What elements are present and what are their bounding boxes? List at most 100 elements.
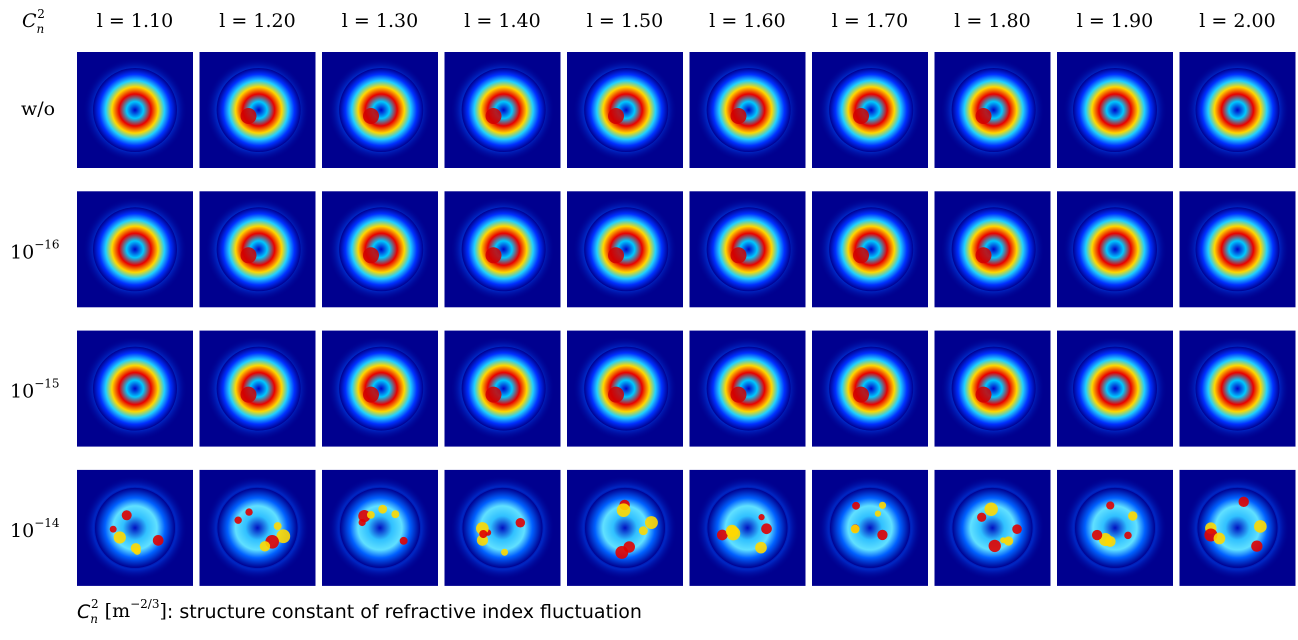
beam-image <box>567 52 683 168</box>
speckle <box>1091 529 1103 541</box>
column-label: l = 1.10 <box>97 10 173 32</box>
speckle <box>1238 496 1249 508</box>
beam-image <box>444 330 561 447</box>
beam-ring <box>339 207 424 292</box>
speckle <box>1251 540 1263 552</box>
beam-image <box>199 191 316 308</box>
beam-image <box>812 469 928 586</box>
beam-ring <box>829 346 914 431</box>
beam-lobe <box>485 386 502 403</box>
beam-lobe <box>363 247 379 264</box>
speckle <box>874 510 882 517</box>
beam-image <box>199 469 316 586</box>
speckle <box>245 508 253 516</box>
beam-ring <box>951 68 1036 152</box>
beam-ring <box>1195 207 1280 292</box>
beam-ring <box>93 346 177 431</box>
symbol: C <box>77 601 91 623</box>
beam-speckle <box>707 487 788 568</box>
beam-image <box>77 330 193 447</box>
beam-ring <box>1073 207 1157 292</box>
beam-ring <box>93 68 177 152</box>
speckle <box>761 523 772 535</box>
column-label: l = 1.40 <box>464 10 540 32</box>
speckle <box>276 529 291 544</box>
beam-ring <box>461 207 546 292</box>
beam-image <box>1179 52 1296 168</box>
speckle <box>1003 536 1014 546</box>
beam-ring <box>461 346 546 431</box>
speckle <box>638 526 648 536</box>
beam-image <box>199 52 316 168</box>
column-label: l = 1.30 <box>342 10 418 32</box>
beam-speckle <box>1075 487 1155 568</box>
beam-lobe <box>363 386 379 403</box>
speckle <box>1124 531 1132 540</box>
speckle <box>623 541 635 553</box>
beam-ring <box>1195 346 1280 431</box>
beam-image <box>567 191 683 308</box>
beam-ring <box>1073 346 1157 431</box>
speckle <box>234 516 242 524</box>
beam-ring <box>216 346 301 431</box>
beam-image <box>322 191 438 308</box>
beam-ring <box>829 68 914 152</box>
beam-speckle <box>462 487 543 568</box>
beam-lobe <box>853 386 869 403</box>
beam-lobe <box>975 386 992 403</box>
beam-ring <box>461 68 546 152</box>
beam-image <box>444 52 561 168</box>
beam-speckle <box>952 487 1033 568</box>
speckle <box>645 516 658 530</box>
speckle <box>616 503 631 518</box>
beam-image <box>1057 52 1173 168</box>
speckle <box>988 539 1001 553</box>
speckle <box>1012 524 1022 535</box>
column-label: l = 2.00 <box>1199 10 1275 32</box>
beam-lobe <box>240 386 257 403</box>
corner-label: Cn2 <box>22 7 45 36</box>
beam-lobe <box>853 108 869 124</box>
beam-image <box>322 52 438 168</box>
caption: Cn2 [m−2/3]: structure constant of refrac… <box>77 597 642 626</box>
beam-ring <box>706 207 791 292</box>
speckle <box>758 514 765 521</box>
speckle <box>399 536 408 545</box>
beam-lobe <box>240 108 257 124</box>
exponent: −16 <box>34 237 59 251</box>
beam-lobe <box>485 247 502 264</box>
column-label: l = 1.60 <box>709 10 785 32</box>
speckle <box>1213 532 1226 545</box>
speckle <box>716 529 728 541</box>
beam-ring <box>706 68 791 152</box>
speckle <box>725 524 739 538</box>
speckle <box>133 547 141 555</box>
beam-ring <box>951 207 1036 292</box>
beam-lobe <box>975 247 992 264</box>
beam-ring <box>829 207 914 292</box>
beam-image <box>812 330 928 447</box>
subscript: n <box>37 22 45 36</box>
row-label: 10−16 <box>10 237 60 263</box>
beam-ring <box>216 207 301 292</box>
speckle <box>1128 511 1138 521</box>
beam-ring <box>706 346 791 431</box>
beam-image <box>1057 469 1173 586</box>
speckle <box>501 548 509 556</box>
speckle <box>1104 536 1116 547</box>
beam-image <box>1179 330 1296 447</box>
beam-speckle <box>585 487 665 568</box>
speckle <box>1106 501 1115 510</box>
beam-ring <box>339 346 424 431</box>
beam-image <box>567 330 683 447</box>
column-label: l = 1.90 <box>1077 10 1153 32</box>
superscript: 2 <box>91 597 99 611</box>
column-label: l = 1.50 <box>587 10 663 32</box>
speckle <box>479 529 488 539</box>
beam-speckle <box>217 487 298 568</box>
speckle <box>109 525 117 533</box>
beam-ring <box>216 68 301 152</box>
beam-speckle <box>830 487 910 568</box>
beam-image <box>444 191 561 308</box>
